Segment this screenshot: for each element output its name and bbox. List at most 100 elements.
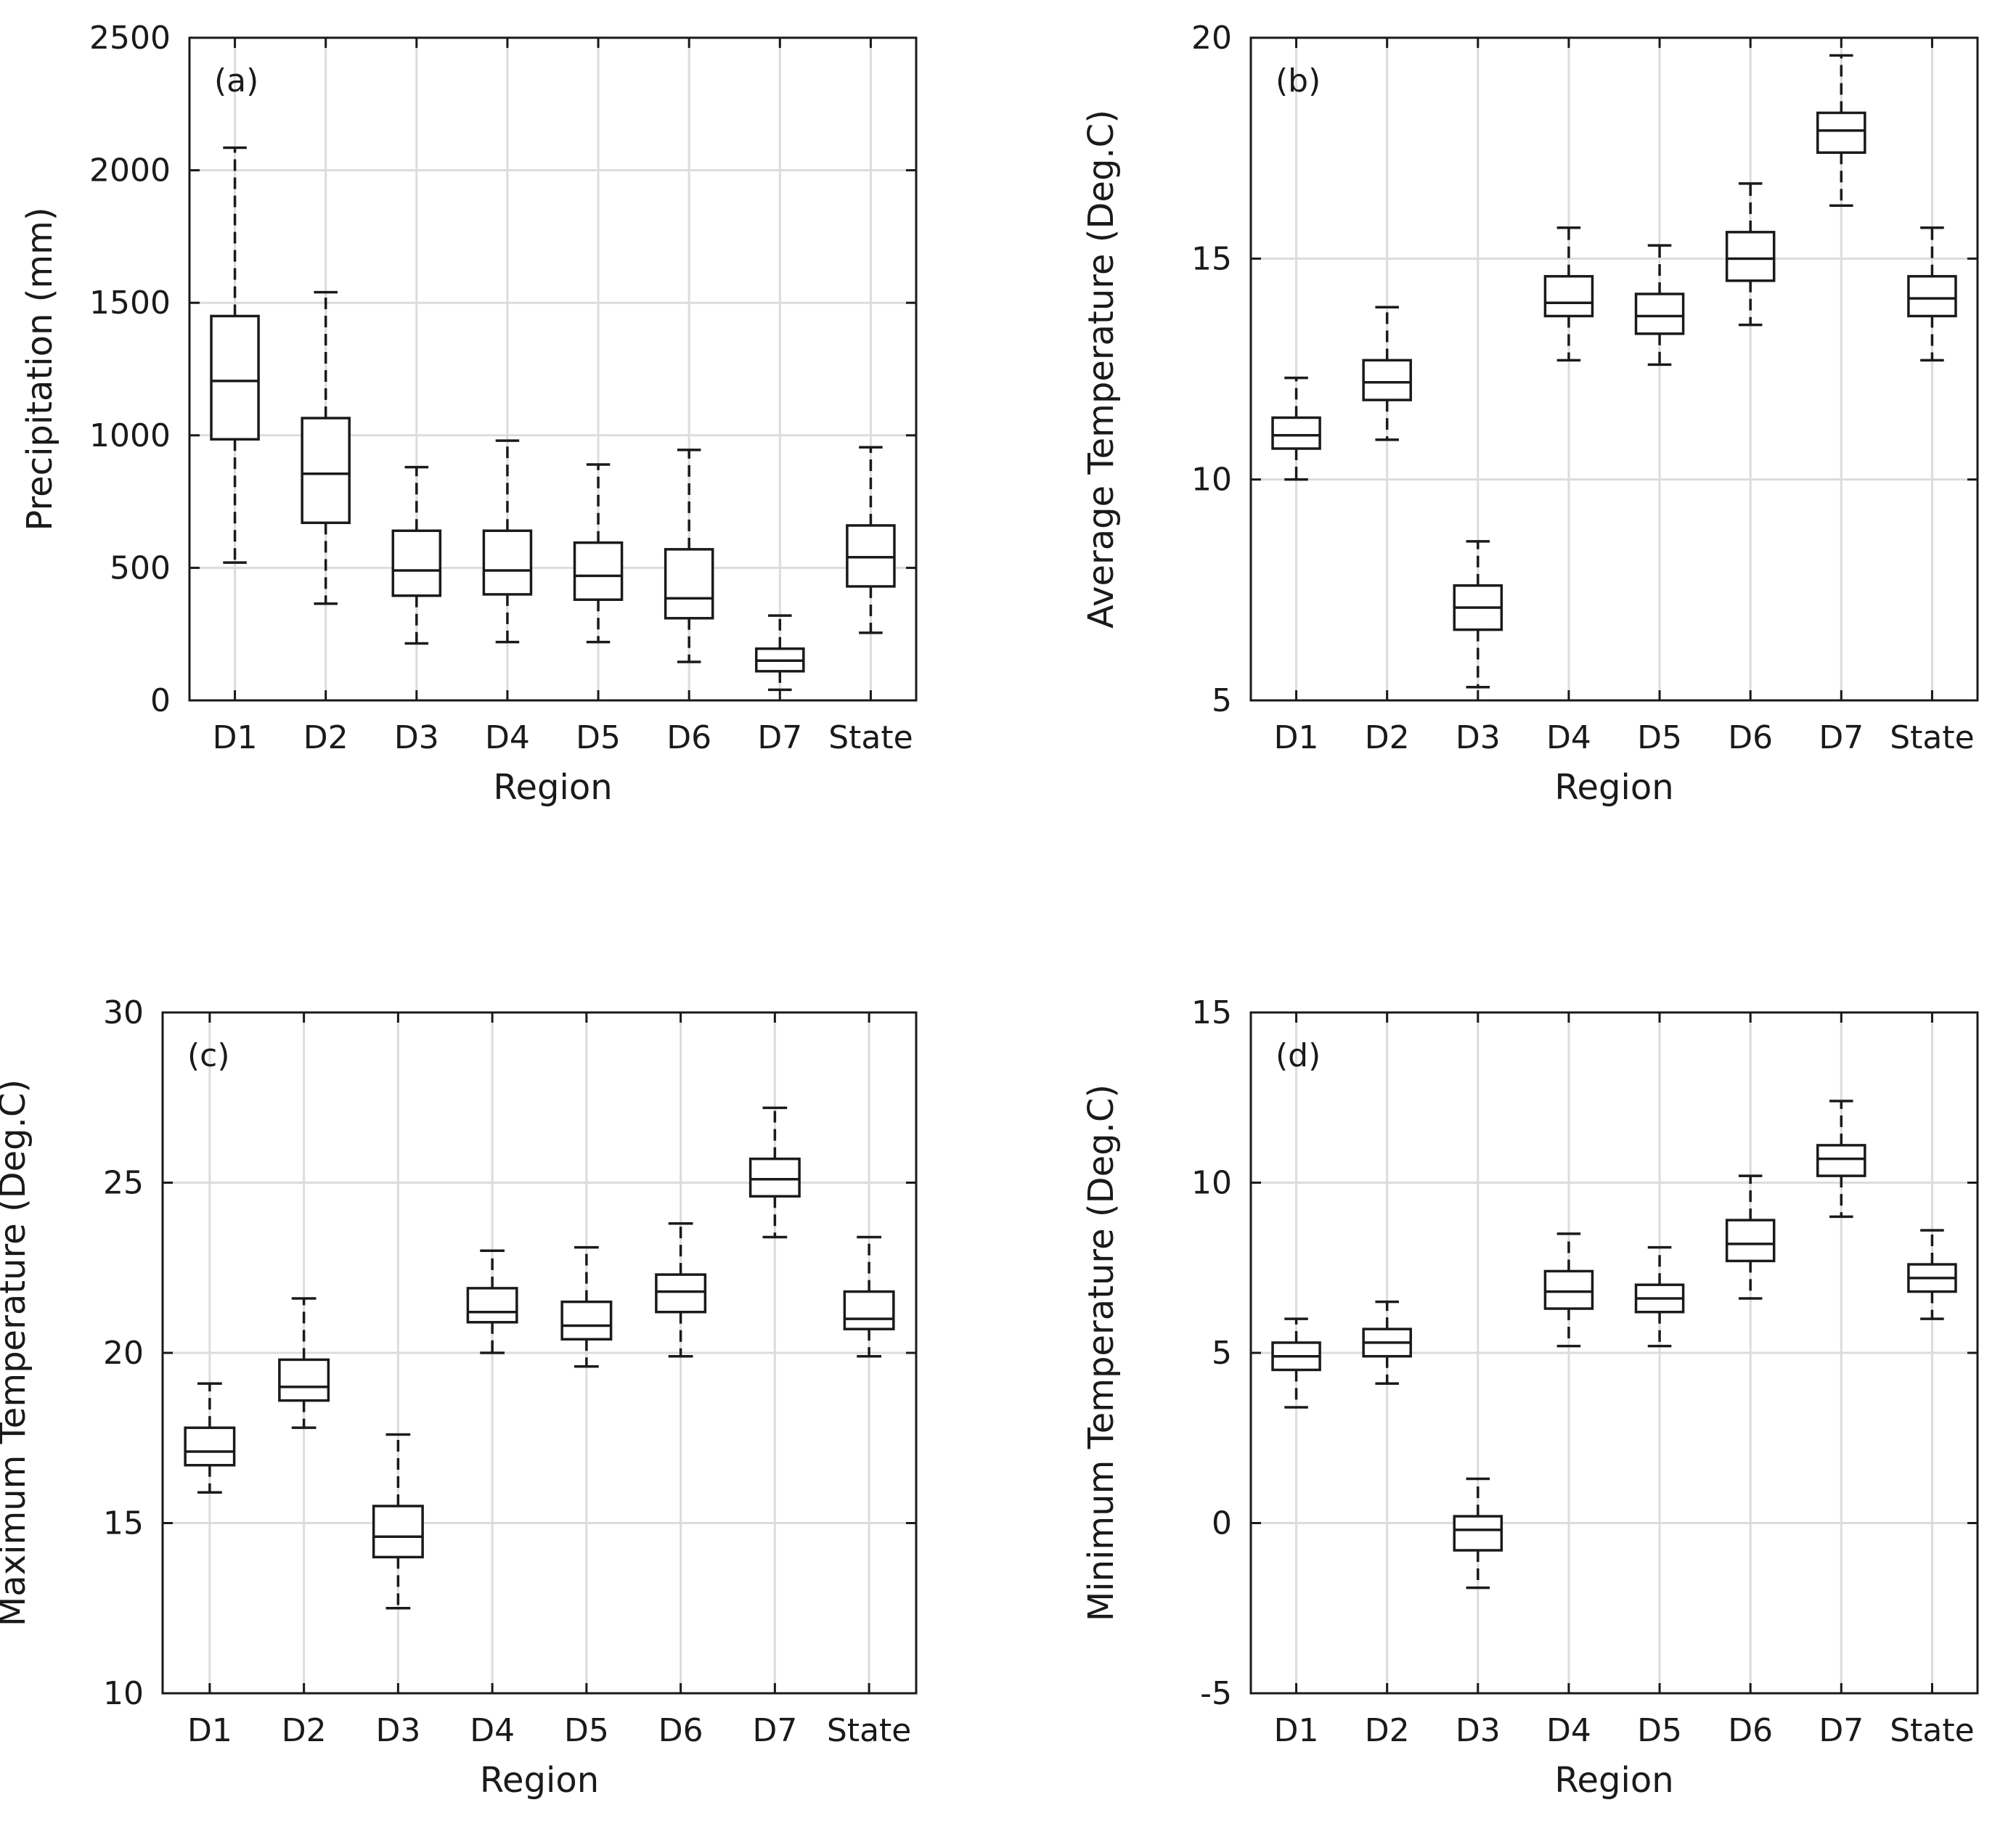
box-iqr <box>666 549 713 618</box>
box-iqr <box>562 1302 611 1340</box>
box-iqr <box>1454 1516 1501 1550</box>
box-iqr <box>468 1288 516 1322</box>
box-D4 <box>1545 1234 1592 1346</box>
x-tick-label: D7 <box>752 1712 797 1749</box>
y-tick-label: 10 <box>103 1675 144 1712</box>
x-tick-label: D1 <box>1274 1712 1319 1749</box>
box-iqr <box>656 1274 705 1312</box>
y-tick-label: 500 <box>110 549 171 586</box>
y-tick-label: 5 <box>1212 1335 1232 1372</box>
x-tick-label: D1 <box>213 719 258 756</box>
box-iqr <box>1727 1220 1774 1261</box>
y-tick-label: 15 <box>1191 994 1232 1031</box>
box-iqr <box>1909 277 1956 316</box>
box-iqr <box>1273 417 1320 449</box>
x-tick-label: D1 <box>1274 719 1319 756</box>
y-tick-label: -5 <box>1200 1675 1232 1712</box>
y-axis-label: Precipitation (mm) <box>20 207 60 531</box>
box-iqr <box>1363 360 1411 400</box>
panel-c: 10 15 20 25 30 D1 D2 D3 D4 D5 D6 D7 State Region Maxim… <box>0 994 916 1801</box>
x-tick-label: D3 <box>1456 1712 1501 1749</box>
y-tick-label: 0 <box>1212 1505 1232 1542</box>
box-State <box>1909 228 1956 361</box>
panel-a: 0 500 1000 1500 2000 2500 D1 D2 D3 D4 D5 D6 D7 State R… <box>20 20 916 808</box>
box-iqr <box>844 1292 893 1330</box>
box-iqr <box>1727 232 1774 281</box>
box-iqr <box>847 525 894 586</box>
y-axis-label: Average Temperature (Deg.C) <box>1081 110 1122 629</box>
x-tick-label: D7 <box>1819 719 1864 756</box>
y-axis-label: Minimum Temperature (Deg.C) <box>1081 1084 1122 1621</box>
x-tick-label: D6 <box>658 1712 703 1749</box>
box-D1 <box>185 1383 234 1492</box>
box-D5 <box>1636 1248 1684 1346</box>
panel-d: -5051015D1 D2 D3 D4 D5 D6 D7 StateRegionMinimum… <box>1081 994 1978 1801</box>
x-tick-label: D2 <box>303 719 348 756</box>
x-tick-label: D6 <box>666 719 711 756</box>
panel-label: (d) <box>1276 1037 1321 1074</box>
panel-label: (b) <box>1276 62 1321 99</box>
y-tick-label: 20 <box>103 1335 144 1372</box>
x-tick-label: D6 <box>1728 719 1773 756</box>
x-tick-label: D4 <box>1546 719 1591 756</box>
box-iqr <box>374 1506 423 1557</box>
figure: 0 500 1000 1500 2000 2500 D1 D2 D3 D4 D5 D6 D7 State R… <box>0 0 2016 1821</box>
x-tick-label: D4 <box>485 719 530 756</box>
y-tick-label: 30 <box>103 994 144 1031</box>
x-tick-label: D1 <box>187 1712 232 1749</box>
y-tick-label: 10 <box>1191 1165 1232 1202</box>
y-tick-label: 1500 <box>89 285 171 322</box>
plot-frame <box>1251 38 1978 700</box>
box-iqr <box>1818 112 1865 152</box>
y-axis-label: Maximum Temperature (Deg.C) <box>0 1079 33 1626</box>
x-tick-label: D5 <box>576 719 621 756</box>
box-iqr <box>575 543 622 600</box>
box-State <box>844 1237 893 1356</box>
box-D1 <box>1273 1319 1320 1407</box>
box-iqr <box>483 531 531 594</box>
panel-label: (a) <box>214 62 258 99</box>
box-iqr <box>279 1359 328 1400</box>
box-iqr <box>1636 294 1684 334</box>
x-tick-label: D7 <box>1819 1712 1864 1749</box>
x-tick-label: D2 <box>282 1712 327 1749</box>
panel-label: (c) <box>187 1037 230 1074</box>
plot-frame <box>189 38 916 700</box>
y-tick-label: 0 <box>150 682 171 719</box>
x-tick-label: D5 <box>1637 1712 1682 1749</box>
box-D5 <box>562 1248 611 1367</box>
box-iqr <box>1545 1271 1592 1309</box>
box-iqr <box>1545 277 1592 316</box>
panel-b: 5101520D1 D2 D3 D4 D5 D6 D7 StateRegionAverage … <box>1081 20 1978 808</box>
x-tick-label: D4 <box>470 1712 515 1749</box>
box-D3 <box>374 1435 423 1608</box>
y-tick-label: 2000 <box>89 152 171 189</box>
box-iqr <box>1818 1145 1865 1176</box>
x-tick-label: D2 <box>1365 1712 1410 1749</box>
box-iqr <box>751 1159 799 1197</box>
x-axis-label: Region <box>493 767 612 808</box>
x-tick-label: D3 <box>375 1712 420 1749</box>
y-tick-label: 2500 <box>89 20 171 57</box>
y-tick-label: 5 <box>1212 682 1232 719</box>
x-tick-label: D6 <box>1728 1712 1773 1749</box>
x-tick-label: D5 <box>564 1712 609 1749</box>
y-tick-label: 10 <box>1191 462 1232 499</box>
box-D7 <box>756 615 804 689</box>
box-D6 <box>1727 184 1774 325</box>
x-tick-label: D7 <box>757 719 802 756</box>
box-iqr <box>211 316 258 439</box>
x-tick-label: D3 <box>1456 719 1501 756</box>
x-tick-label: State <box>828 719 913 756</box>
box-D3 <box>1454 1479 1501 1588</box>
x-axis-label: Region <box>1554 767 1673 808</box>
box-D4 <box>1545 228 1592 361</box>
box-iqr <box>185 1428 234 1465</box>
y-tick-label: 1000 <box>89 417 171 454</box>
x-tick-label: State <box>1890 1712 1974 1749</box>
x-tick-label: D5 <box>1637 719 1682 756</box>
box-D3 <box>393 467 440 644</box>
y-tick-label: 25 <box>103 1165 144 1202</box>
x-axis-label: Region <box>480 1760 599 1801</box>
y-tick-label: 15 <box>103 1505 144 1542</box>
